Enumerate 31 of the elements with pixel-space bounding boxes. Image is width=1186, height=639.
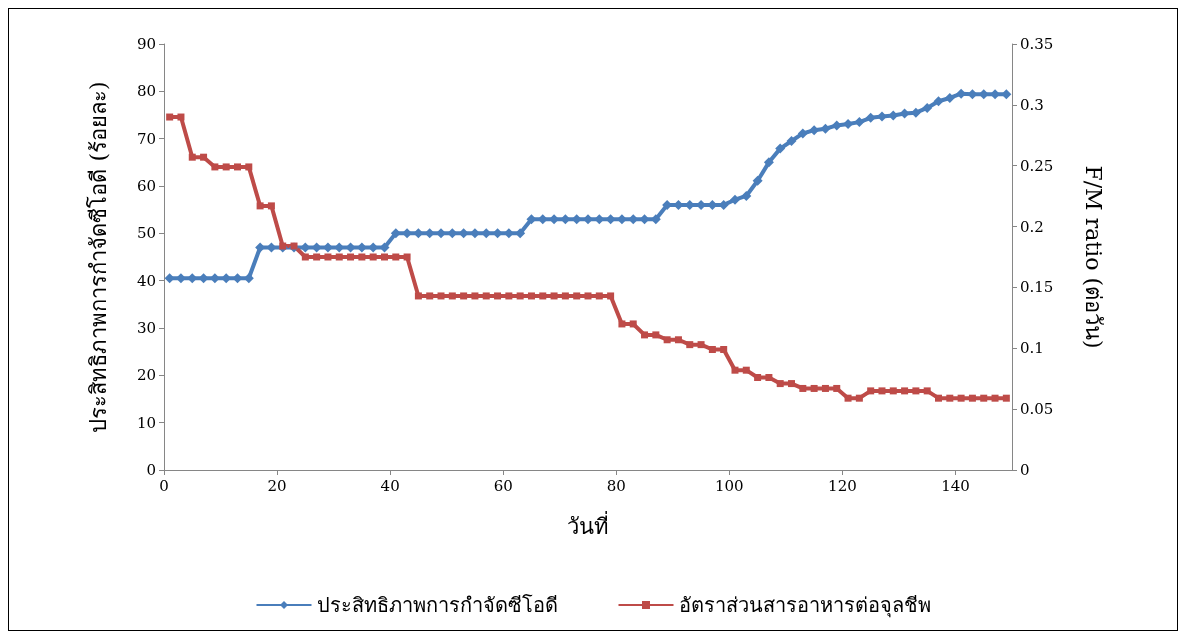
legend-label: ประสิทธิภาพการกำจัดซีโอดี: [316, 593, 558, 617]
y-tick-label: 80: [136, 82, 156, 101]
y2-tick-label: 0.35: [1020, 35, 1054, 53]
y-tick-label: 70: [136, 129, 156, 148]
y-tick-label: 0: [146, 461, 156, 479]
y2-tick-label: 0: [1020, 461, 1030, 479]
x-tick-label: 80: [606, 476, 626, 495]
x-tick-label: 120: [828, 476, 857, 495]
x-axis-title: วันที่: [567, 510, 609, 539]
y-tick-label: 10: [136, 413, 156, 432]
y-tick-label: 60: [136, 177, 156, 195]
y2-tick-label: 0.15: [1020, 278, 1054, 297]
x-tick-label: 60: [493, 476, 513, 495]
x-tick-label: 0: [159, 476, 169, 495]
y2-axis-title: F/M ratio (ต่อวัน): [1080, 165, 1106, 349]
y2-tick-label: 0.1: [1020, 339, 1044, 358]
x-tick-label: 20: [267, 476, 287, 495]
legend-label: อัตราส่วนสารอาหารต่อจุลชีพ: [678, 593, 931, 618]
y-tick-label: 20: [136, 366, 156, 385]
y-tick-label: 30: [136, 319, 156, 337]
x-tick-label: 40: [380, 476, 400, 495]
x-tick-label: 100: [715, 476, 744, 495]
y-axis-title: ประสิทธิภาพการกำจัดซีโอดี (ร้อยละ): [85, 81, 111, 433]
y-tick-label: 50: [136, 224, 156, 243]
y-tick-label: 40: [136, 271, 156, 290]
y2-tick-label: 0.25: [1020, 156, 1054, 175]
y2-tick-label: 0.3: [1020, 95, 1044, 114]
y2-tick-label: 0.2: [1020, 217, 1044, 236]
y2-tick-label: 0.05: [1020, 400, 1054, 419]
y-tick-label: 90: [136, 35, 156, 53]
x-tick-label: 140: [941, 476, 970, 495]
